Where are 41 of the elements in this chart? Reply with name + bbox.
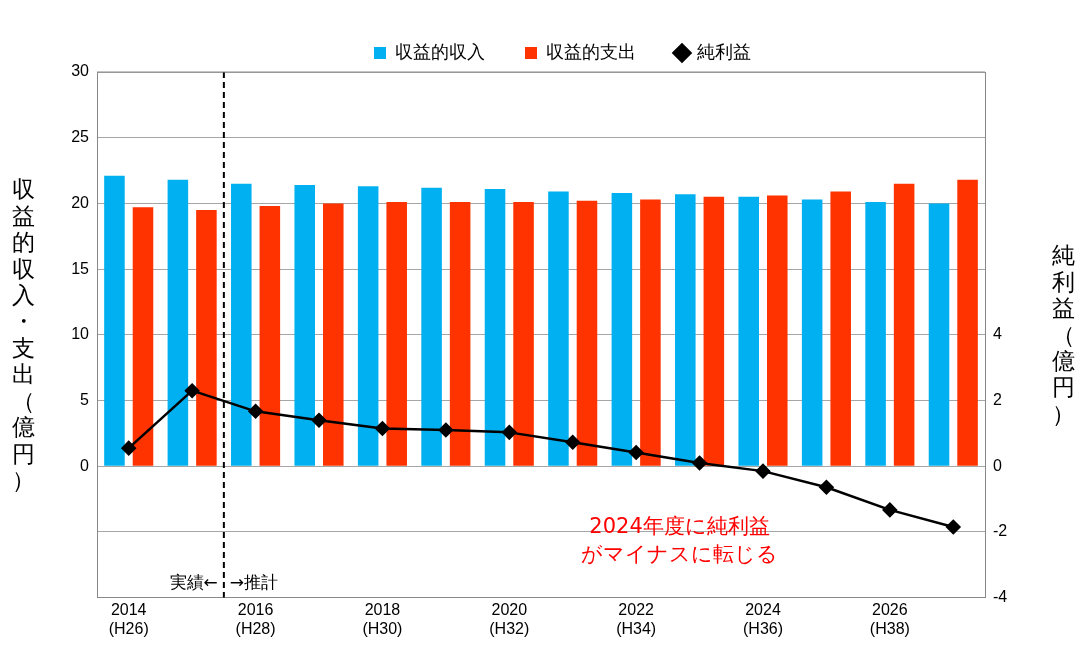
annotation: 2024年度に純利益がマイナスに転じる <box>580 513 780 569</box>
point <box>755 463 771 479</box>
point <box>628 445 644 460</box>
point <box>882 502 898 518</box>
y-tick-label: 5 <box>80 390 90 408</box>
y2-tick-label: 0 <box>993 456 1002 474</box>
y2-tick-label: -2 <box>993 522 1008 540</box>
point <box>819 479 834 495</box>
y-tick-label: 20 <box>71 193 90 211</box>
y2-tick-label: 4 <box>993 325 1002 343</box>
y-tick-label: 0 <box>80 456 90 474</box>
x-tick-label: 2016 (H28) <box>235 600 276 637</box>
y-tick-label: 15 <box>71 259 90 277</box>
x-tick-label: 2014 (H26) <box>108 600 149 637</box>
x-tick-label: 2020 (H32) <box>489 600 530 637</box>
y-tick-label: 30 <box>71 62 90 80</box>
point <box>248 404 263 419</box>
legend-label: 収益的支出 <box>546 41 636 62</box>
y2-tick-label: -4 <box>993 588 1008 606</box>
annotation: →推計 <box>229 572 279 593</box>
point <box>184 383 200 398</box>
point <box>946 519 961 535</box>
legend-label: 純利益 <box>697 41 751 62</box>
y-tick-label: 10 <box>71 325 90 343</box>
point <box>375 421 390 436</box>
y2-tick-label: 2 <box>993 390 1002 408</box>
point <box>121 440 136 456</box>
annotation: 実績← <box>169 572 218 593</box>
point <box>502 425 517 440</box>
y2-axis-title: 純利益（億円） <box>1050 242 1076 428</box>
point <box>692 455 707 471</box>
x-tick-label: 2024 (H36) <box>742 600 784 637</box>
x-tick-label: 2026 (H38) <box>869 600 910 637</box>
x-tick-label: 2018 (H30) <box>362 600 403 637</box>
text: 収益的収入・支出（億円） <box>11 176 35 494</box>
point <box>438 422 454 438</box>
y-tick-label: 25 <box>71 128 90 146</box>
legend-label: 収益的収入 <box>395 41 485 62</box>
point <box>565 434 580 450</box>
point <box>311 412 327 428</box>
x-tick-label: 2022 (H34) <box>616 600 657 637</box>
